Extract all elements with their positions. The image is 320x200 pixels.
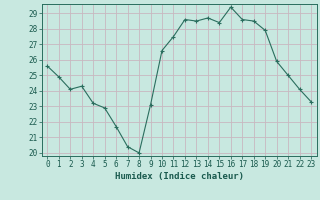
X-axis label: Humidex (Indice chaleur): Humidex (Indice chaleur): [115, 172, 244, 181]
